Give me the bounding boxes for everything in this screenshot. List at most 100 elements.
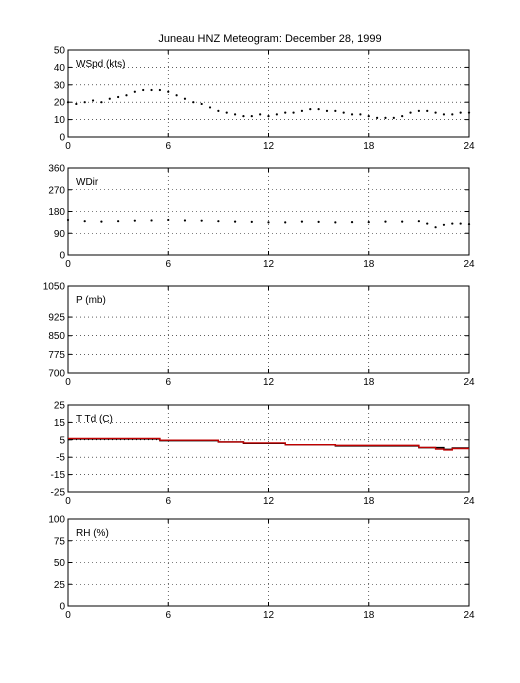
x-tick-label: 0 (65, 610, 71, 621)
data-point (167, 90, 170, 93)
panel-label: WDir (76, 177, 99, 188)
y-tick-label: 925 (48, 313, 65, 324)
data-point (367, 115, 370, 118)
x-tick-label: 6 (165, 496, 171, 507)
data-point (66, 218, 70, 222)
y-tick-label: 700 (48, 369, 65, 380)
data-point (434, 226, 437, 229)
data-point (242, 115, 245, 118)
data-point (309, 108, 312, 111)
panel-label: RH (%) (76, 528, 109, 539)
data-point (133, 90, 136, 93)
data-point (317, 220, 320, 223)
data-point (225, 111, 228, 114)
y-tick-label: 50 (54, 46, 66, 57)
data-point (359, 113, 362, 116)
data-point (200, 102, 203, 106)
data-point (133, 219, 136, 222)
panel-4: 0 6 12 18 24 0 25 50 75 100 RH (%) (48, 515, 475, 622)
panel-label: WSpd (kts) (76, 59, 125, 70)
panel-0: 0 6 12 18 24 0 10 20 30 40 50 WSpd (kts) (54, 46, 475, 153)
data-point (175, 94, 178, 97)
data-point (83, 101, 86, 104)
data-point (300, 109, 304, 112)
data-point (426, 109, 429, 112)
data-point (367, 221, 370, 224)
x-tick-label: 18 (363, 496, 375, 507)
panel-3: 0 6 12 18 24 -25 -15 -5 5 15 25 T Td (C) (51, 401, 475, 508)
y-tick-label: 0 (59, 602, 65, 613)
data-point (75, 102, 78, 106)
data-point (233, 220, 237, 223)
data-point (259, 113, 262, 116)
y-tick-label: 15 (54, 418, 66, 429)
y-tick-label: 270 (48, 185, 65, 196)
data-point (217, 109, 220, 112)
x-tick-label: 12 (263, 610, 275, 621)
data-point (451, 113, 454, 116)
data-point (125, 94, 128, 97)
data-point (91, 99, 95, 102)
x-tick-label: 24 (463, 496, 475, 507)
data-point (376, 116, 379, 119)
data-point (459, 111, 462, 114)
y-tick-label: 25 (54, 401, 66, 412)
x-tick-label: 24 (463, 610, 475, 621)
data-point (117, 220, 120, 223)
x-tick-label: 18 (363, 377, 375, 388)
panel-1: 0 6 12 18 24 0 90 180 270 360 WDir (48, 164, 475, 271)
data-point (334, 221, 337, 224)
panel-label: T Td (C) (76, 414, 113, 425)
data-point (66, 101, 70, 104)
x-tick-label: 24 (463, 377, 475, 388)
x-tick-label: 6 (165, 259, 171, 270)
data-point (183, 97, 187, 100)
y-tick-label: 1050 (43, 282, 66, 293)
data-point (442, 113, 446, 116)
x-tick-label: 0 (65, 377, 71, 388)
data-point (208, 106, 212, 109)
data-point (392, 116, 395, 119)
data-point (217, 220, 220, 223)
data-point (342, 111, 345, 114)
plot-frame (67, 285, 470, 374)
data-point (100, 101, 103, 104)
y-tick-label: 100 (48, 515, 65, 526)
y-tick-label: 20 (54, 98, 66, 109)
panel-2: 0 6 12 18 24 700 775 850 925 1050 P (mb) (43, 282, 475, 389)
data-point (467, 111, 471, 114)
y-tick-label: 360 (48, 164, 65, 175)
data-point (467, 222, 471, 226)
y-tick-label: 775 (48, 350, 65, 361)
y-tick-label: -5 (56, 453, 65, 464)
y-tick-label: 850 (48, 331, 65, 342)
panel-label: P (mb) (76, 295, 106, 306)
figure-title: Juneau HNZ Meteogram: December 28, 1999 (158, 33, 381, 45)
data-point (426, 222, 429, 225)
data-point (100, 220, 103, 223)
data-point (401, 115, 404, 118)
plot-frame (67, 404, 470, 493)
x-tick-label: 24 (463, 259, 475, 270)
x-tick-label: 18 (363, 141, 375, 152)
data-point (167, 218, 170, 222)
data-point (183, 219, 187, 222)
x-tick-label: 6 (165, 141, 171, 152)
data-point (417, 220, 420, 223)
data-point (334, 109, 337, 112)
y-tick-label: 0 (59, 133, 65, 144)
y-tick-label: 10 (54, 115, 66, 126)
series-line-1 (68, 437, 469, 451)
data-point (350, 221, 354, 224)
x-tick-label: 0 (65, 496, 71, 507)
y-tick-label: 75 (54, 536, 66, 547)
data-point (434, 111, 437, 114)
x-tick-label: 12 (263, 259, 275, 270)
data-point (317, 108, 320, 111)
y-tick-label: 180 (48, 207, 65, 218)
y-tick-label: 40 (54, 63, 66, 74)
plot-frame (67, 49, 470, 138)
x-tick-label: 12 (263, 377, 275, 388)
